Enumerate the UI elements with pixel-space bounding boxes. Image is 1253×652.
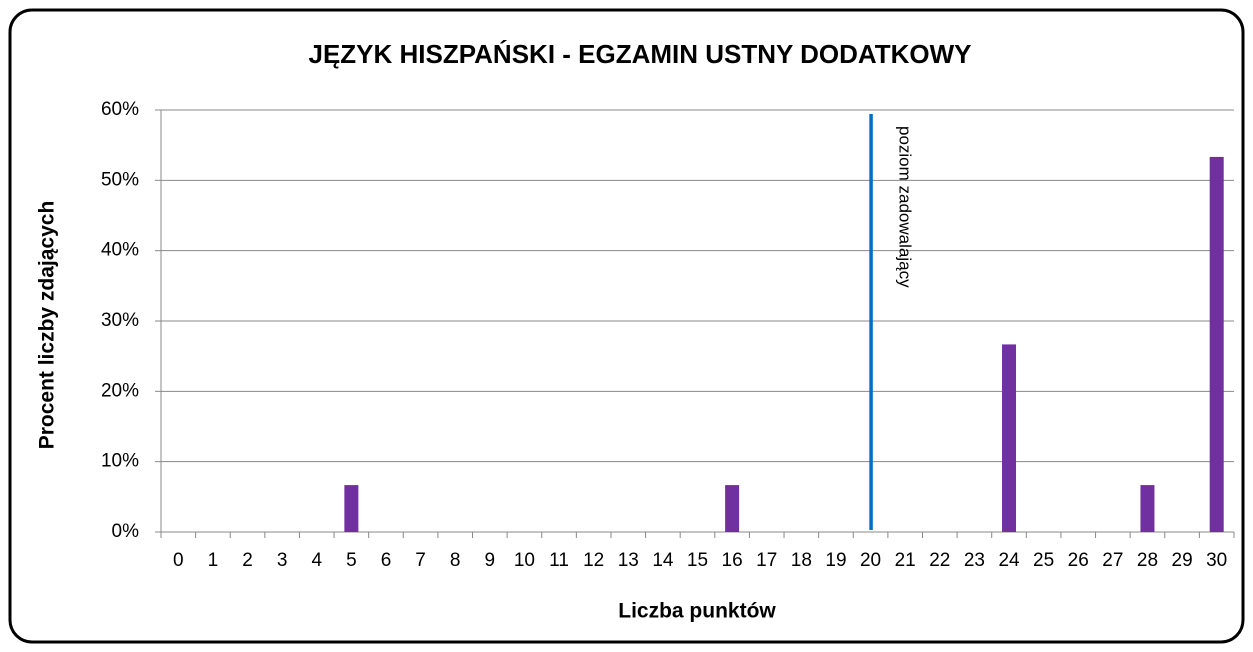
bar bbox=[1140, 485, 1155, 532]
bar bbox=[725, 485, 740, 532]
x-tick-label: 26 bbox=[1068, 550, 1089, 571]
x-tick-label: 23 bbox=[964, 550, 985, 571]
x-tick-label: 30 bbox=[1206, 550, 1227, 571]
x-tick-label: 10 bbox=[514, 550, 535, 571]
x-tick-label: 0 bbox=[173, 550, 184, 571]
annotation-text: poziom zadowalający bbox=[896, 126, 915, 288]
x-tick-label: 8 bbox=[450, 550, 461, 571]
x-tick-label: 16 bbox=[722, 550, 743, 571]
x-tick-label: 22 bbox=[929, 550, 950, 571]
y-tick-label: 0% bbox=[112, 521, 140, 542]
y-tick-label: 30% bbox=[101, 310, 139, 331]
x-tick-label: 28 bbox=[1137, 550, 1158, 571]
bar bbox=[344, 485, 359, 532]
x-tick-label: 9 bbox=[485, 550, 496, 571]
bar bbox=[1002, 344, 1017, 532]
x-tick-label: 24 bbox=[998, 550, 1020, 571]
x-tick-label: 3 bbox=[277, 550, 288, 571]
x-tick-label: 18 bbox=[791, 550, 812, 571]
x-tick-label: 21 bbox=[895, 550, 916, 571]
y-tick-label: 40% bbox=[101, 240, 139, 261]
y-tick-label: 10% bbox=[101, 451, 139, 472]
y-tick-label: 60% bbox=[101, 99, 139, 120]
bar bbox=[1209, 156, 1224, 532]
y-tick-label: 50% bbox=[101, 169, 139, 190]
x-tick-label: 2 bbox=[242, 550, 253, 571]
x-tick-label: 11 bbox=[549, 550, 569, 571]
x-tick-label: 1 bbox=[208, 550, 219, 571]
x-tick-label: 6 bbox=[381, 550, 392, 571]
x-tick-label: 4 bbox=[311, 550, 322, 571]
x-tick-label: 25 bbox=[1033, 550, 1054, 571]
chart-title: JĘZYK HISZPAŃSKI - EGZAMIN USTNY DODATKO… bbox=[308, 39, 971, 69]
x-tick-label: 14 bbox=[652, 550, 674, 571]
x-tick-label: 19 bbox=[825, 550, 846, 571]
x-tick-label: 29 bbox=[1172, 550, 1193, 571]
x-tick-label: 27 bbox=[1102, 550, 1123, 571]
x-tick-label: 17 bbox=[756, 550, 777, 571]
x-tick-label: 5 bbox=[346, 550, 357, 571]
y-tick-label: 20% bbox=[101, 380, 139, 401]
y-axis-label: Procent liczby zdających bbox=[36, 201, 59, 450]
x-axis-label: Liczba punktów bbox=[618, 600, 776, 623]
x-tick-label: 12 bbox=[583, 550, 604, 571]
x-tick-label: 20 bbox=[860, 550, 881, 571]
x-tick-label: 13 bbox=[618, 550, 639, 571]
x-tick-label: 7 bbox=[415, 550, 426, 571]
chart-frame bbox=[8, 8, 1245, 644]
x-tick-label: 15 bbox=[687, 550, 708, 571]
